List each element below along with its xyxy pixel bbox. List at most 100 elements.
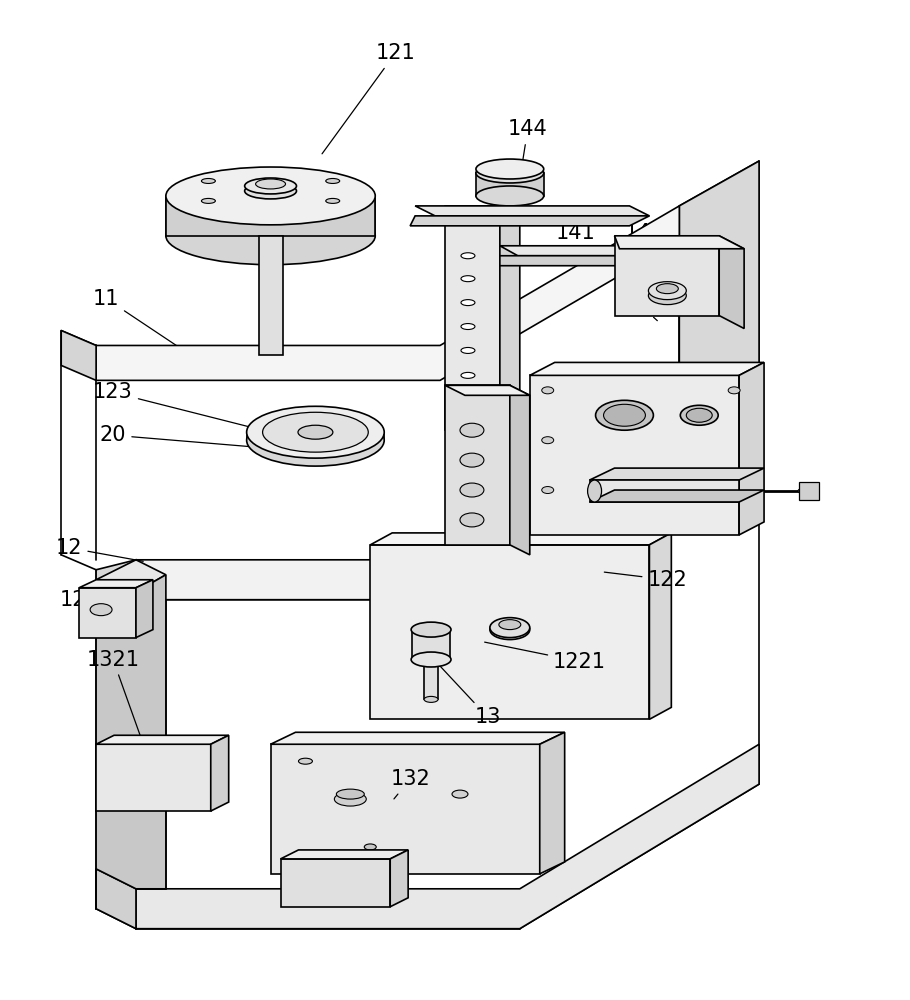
- Polygon shape: [590, 468, 764, 480]
- Text: 143: 143: [618, 293, 657, 321]
- Ellipse shape: [461, 253, 475, 259]
- Polygon shape: [258, 236, 282, 355]
- Polygon shape: [136, 580, 153, 638]
- Text: 13: 13: [434, 660, 501, 727]
- Ellipse shape: [499, 620, 521, 630]
- Polygon shape: [614, 236, 719, 316]
- Ellipse shape: [326, 198, 339, 203]
- Ellipse shape: [166, 207, 375, 265]
- Ellipse shape: [798, 489, 808, 494]
- Polygon shape: [280, 859, 390, 907]
- Polygon shape: [370, 533, 672, 545]
- Polygon shape: [280, 850, 409, 859]
- Ellipse shape: [411, 622, 451, 637]
- Ellipse shape: [460, 513, 484, 527]
- Ellipse shape: [476, 163, 544, 183]
- Polygon shape: [370, 545, 650, 719]
- Polygon shape: [424, 660, 438, 699]
- Ellipse shape: [588, 480, 602, 502]
- Polygon shape: [530, 375, 739, 535]
- Ellipse shape: [461, 276, 475, 282]
- Polygon shape: [614, 236, 744, 249]
- Ellipse shape: [603, 404, 645, 426]
- Text: 14: 14: [624, 223, 682, 248]
- Polygon shape: [540, 732, 565, 874]
- Text: 144: 144: [508, 119, 548, 176]
- Polygon shape: [211, 735, 228, 811]
- Text: 1222: 1222: [693, 408, 745, 428]
- Ellipse shape: [247, 414, 384, 466]
- Ellipse shape: [245, 183, 297, 199]
- Ellipse shape: [256, 179, 286, 189]
- Ellipse shape: [541, 487, 553, 494]
- Polygon shape: [445, 206, 500, 430]
- Polygon shape: [510, 385, 530, 555]
- Text: 20: 20: [100, 425, 266, 448]
- Ellipse shape: [263, 412, 369, 452]
- Ellipse shape: [595, 400, 653, 430]
- Polygon shape: [530, 362, 764, 375]
- Ellipse shape: [424, 696, 438, 702]
- Polygon shape: [445, 385, 530, 395]
- Ellipse shape: [541, 387, 553, 394]
- Ellipse shape: [245, 178, 297, 194]
- Ellipse shape: [681, 405, 718, 425]
- Text: 11: 11: [93, 289, 194, 357]
- Polygon shape: [719, 236, 744, 329]
- Polygon shape: [445, 206, 520, 216]
- Polygon shape: [739, 362, 764, 535]
- Polygon shape: [799, 482, 819, 500]
- Polygon shape: [96, 560, 136, 600]
- Ellipse shape: [461, 347, 475, 353]
- Ellipse shape: [452, 790, 468, 798]
- Polygon shape: [136, 600, 166, 889]
- Polygon shape: [476, 173, 544, 196]
- Ellipse shape: [247, 406, 384, 458]
- Ellipse shape: [461, 372, 475, 378]
- Ellipse shape: [686, 408, 713, 422]
- Polygon shape: [136, 415, 759, 600]
- Text: 142: 142: [594, 256, 637, 276]
- Polygon shape: [590, 490, 764, 502]
- Ellipse shape: [476, 186, 544, 206]
- Polygon shape: [500, 206, 520, 440]
- Polygon shape: [500, 256, 677, 266]
- Ellipse shape: [476, 159, 544, 179]
- Ellipse shape: [490, 620, 530, 640]
- Polygon shape: [500, 246, 677, 256]
- Text: 1225: 1225: [693, 440, 745, 479]
- Polygon shape: [650, 533, 672, 719]
- Polygon shape: [61, 331, 96, 380]
- Text: 121: 121: [322, 43, 415, 154]
- Text: 123: 123: [93, 382, 268, 432]
- Text: 132: 132: [390, 769, 430, 799]
- Polygon shape: [96, 560, 166, 595]
- Polygon shape: [96, 570, 136, 600]
- Polygon shape: [390, 850, 409, 907]
- Text: 1321: 1321: [86, 650, 152, 769]
- Ellipse shape: [728, 387, 740, 394]
- Ellipse shape: [337, 789, 364, 799]
- Ellipse shape: [461, 300, 475, 306]
- Ellipse shape: [461, 397, 475, 403]
- Polygon shape: [270, 744, 540, 874]
- Ellipse shape: [649, 287, 686, 305]
- Polygon shape: [679, 161, 759, 420]
- Polygon shape: [445, 385, 510, 545]
- Ellipse shape: [166, 167, 375, 225]
- Polygon shape: [412, 630, 450, 660]
- Ellipse shape: [460, 453, 484, 467]
- Polygon shape: [166, 196, 375, 236]
- Ellipse shape: [326, 178, 339, 183]
- Text: 1224: 1224: [664, 515, 726, 535]
- Ellipse shape: [411, 652, 451, 667]
- Ellipse shape: [460, 483, 484, 497]
- Text: 1223: 1223: [693, 375, 745, 398]
- Polygon shape: [415, 206, 650, 216]
- Polygon shape: [590, 480, 739, 502]
- Polygon shape: [96, 735, 228, 744]
- Polygon shape: [79, 580, 153, 588]
- Polygon shape: [96, 744, 211, 811]
- Ellipse shape: [649, 282, 686, 300]
- Ellipse shape: [541, 437, 553, 444]
